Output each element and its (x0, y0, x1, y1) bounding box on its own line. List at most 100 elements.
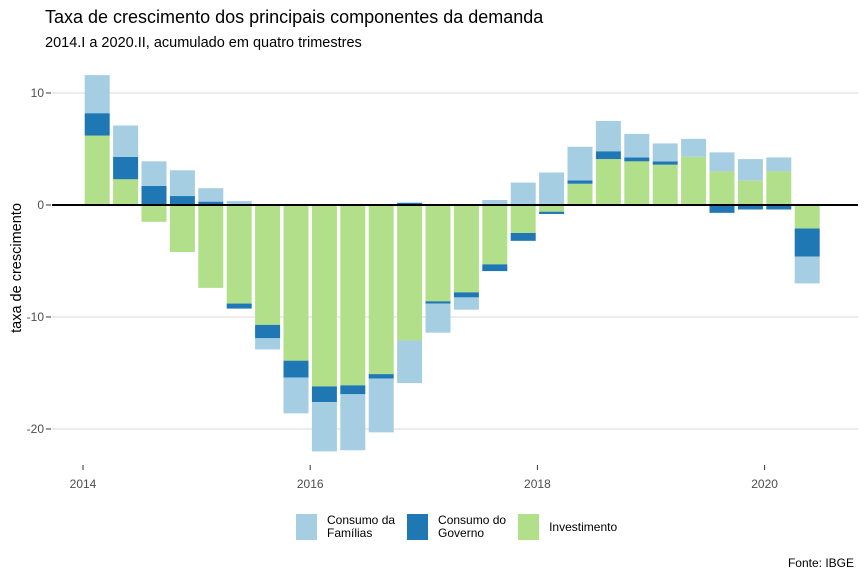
bar-segment-2018.I-familias (539, 172, 565, 205)
chart-title: Taxa de crescimento dos principais compo… (45, 7, 544, 27)
bar-segment-2016.I-governo (311, 386, 337, 403)
bar-segment-2019.IV-governo (737, 205, 763, 210)
bar-segment-2015.II-governo (226, 303, 252, 309)
bar-segment-2017.I-governo (425, 301, 451, 304)
bar-segment-2016.II-governo (340, 385, 366, 395)
bar-segment-2016.IV-investimento (397, 205, 423, 341)
legend-label-familias: Consumo da Famílias (327, 513, 396, 540)
bar-segment-2015.IV-familias (283, 377, 309, 414)
bar-segment-2015.III-governo (255, 324, 281, 339)
bar-segment-2017.I-familias (425, 303, 451, 333)
bar-segment-2014.I-investimento (84, 135, 110, 205)
bar-segment-2018.II-familias (567, 146, 593, 181)
bar-segment-2015.IV-governo (283, 360, 309, 378)
bar-segment-2020.I-investimento (766, 171, 792, 205)
bar-segment-2015.II-familias (226, 201, 252, 205)
bar-segment-2016.I-familias (311, 402, 337, 452)
bar-segment-2015.III-familias (255, 338, 281, 350)
bar-segment-2019.III-familias (709, 152, 735, 172)
legend-item-governo: Consumo do Governo (407, 514, 506, 540)
legend-swatch-investimento (518, 514, 540, 540)
bar-segment-2019.I-governo (652, 161, 678, 165)
bar-segment-2018.III-familias (595, 121, 621, 152)
y-tick-label: 0 (37, 198, 44, 212)
bar-segment-2017.II-familias (453, 297, 479, 310)
legend-label-governo: Consumo do Governo (438, 513, 507, 540)
bar-segment-2017.IV-investimento (510, 205, 536, 233)
bar-segment-2014.I-familias (84, 75, 110, 114)
bar-segment-2018.II-governo (567, 180, 593, 184)
legend-swatch-familias (296, 514, 317, 540)
bar-segment-2014.III-familias (141, 161, 167, 186)
bar-segment-2014.I-governo (84, 113, 110, 136)
bar-segment-2016.II-familias (340, 394, 366, 451)
legend-item-familias: Consumo da Famílias (296, 514, 395, 540)
bar-segment-2017.IV-governo (510, 233, 536, 241)
chart-subtitle: 2014.I a 2020.II, acumulado em quatro tr… (45, 35, 362, 51)
bar-segment-2014.III-governo (141, 185, 167, 205)
y-tick-label: 10 (31, 86, 45, 100)
bar-segment-2014.II-familias (113, 125, 139, 157)
bar-segment-2015.IV-investimento (283, 205, 309, 361)
bar-segment-2017.I-investimento (425, 205, 451, 302)
bar-segment-2015.III-investimento (255, 205, 281, 325)
source-caption: Fonte: IBGE (787, 556, 854, 570)
bar-segment-2017.II-governo (453, 292, 479, 298)
legend: Consumo da Famílias Consumo do Governo I… (296, 514, 629, 540)
bar-segment-2019.III-investimento (709, 171, 735, 205)
bar-segment-2018.IV-investimento (624, 161, 650, 205)
bar-segment-2014.II-governo (113, 156, 139, 180)
bar-segment-2016.IV-governo (397, 202, 423, 205)
x-tick-label: 2016 (297, 477, 324, 491)
bar-segment-2020.I-governo (766, 205, 792, 210)
bar-segment-2018.IV-familias (624, 133, 650, 158)
legend-label-investimento: Investimento (549, 519, 618, 534)
bar-segment-2014.IV-investimento (169, 205, 195, 253)
bar-segment-2018.IV-governo (624, 157, 650, 162)
legend-swatch-governo (407, 514, 429, 540)
bar-segment-2016.III-investimento (368, 205, 394, 375)
bar-segment-2019.III-governo (709, 205, 735, 213)
bar-segment-2017.II-investimento (453, 205, 479, 293)
bar-segment-2018.III-investimento (595, 159, 621, 205)
y-axis-title: taxa de crescimento (9, 203, 25, 333)
bar-segment-2019.II-familias (681, 138, 707, 157)
bar-segment-2015.I-governo (198, 201, 224, 205)
bar-segment-2016.I-investimento (311, 205, 337, 387)
x-tick-label: 2018 (524, 477, 551, 491)
bar-segment-2015.II-investimento (226, 205, 252, 304)
bar-segment-2018.III-governo (595, 151, 621, 160)
grid-layer (52, 92, 858, 430)
bar-segment-2015.I-investimento (198, 205, 224, 288)
bar-segment-2016.IV-familias (397, 340, 423, 384)
bar-segment-2017.IV-familias (510, 182, 536, 205)
bar-segment-2016.II-investimento (340, 205, 366, 386)
x-tick-label: 2014 (70, 477, 97, 491)
bar-segment-2014.IV-governo (169, 196, 195, 205)
bar-segment-2017.III-familias (482, 199, 508, 205)
legend-item-investimento: Investimento (518, 514, 617, 540)
bar-segment-2019.IV-familias (737, 159, 763, 181)
bar-segment-2019.I-investimento (652, 164, 678, 205)
bar-segment-2020.I-familias (766, 157, 792, 172)
x-tick-label: 2020 (751, 477, 778, 491)
bar-segment-2020.II-investimento (794, 205, 820, 229)
bar-segment-2018.I-governo (539, 211, 565, 214)
bar-segment-2017.III-investimento (482, 205, 508, 265)
bar-segment-2014.II-investimento (113, 179, 139, 205)
bar-segment-2020.II-familias (794, 256, 820, 284)
bar-segment-2019.IV-investimento (737, 180, 763, 205)
bar-segment-2016.III-familias (368, 378, 394, 433)
bar-segment-2016.III-governo (368, 374, 394, 379)
bar-segment-2018.II-investimento (567, 183, 593, 205)
bar-segment-2018.I-investimento (539, 205, 565, 212)
bar-segment-2015.I-familias (198, 188, 224, 202)
bar-layer (84, 75, 820, 452)
bar-segment-2014.IV-familias (169, 170, 195, 197)
bar-segment-2017.III-governo (482, 264, 508, 272)
bar-segment-2019.II-investimento (681, 156, 707, 205)
bar-segment-2014.III-investimento (141, 205, 167, 222)
axis-layer: 10 0 -10 -20 2014 2016 2018 2020 (27, 86, 858, 491)
y-tick-label: -10 (27, 310, 45, 324)
